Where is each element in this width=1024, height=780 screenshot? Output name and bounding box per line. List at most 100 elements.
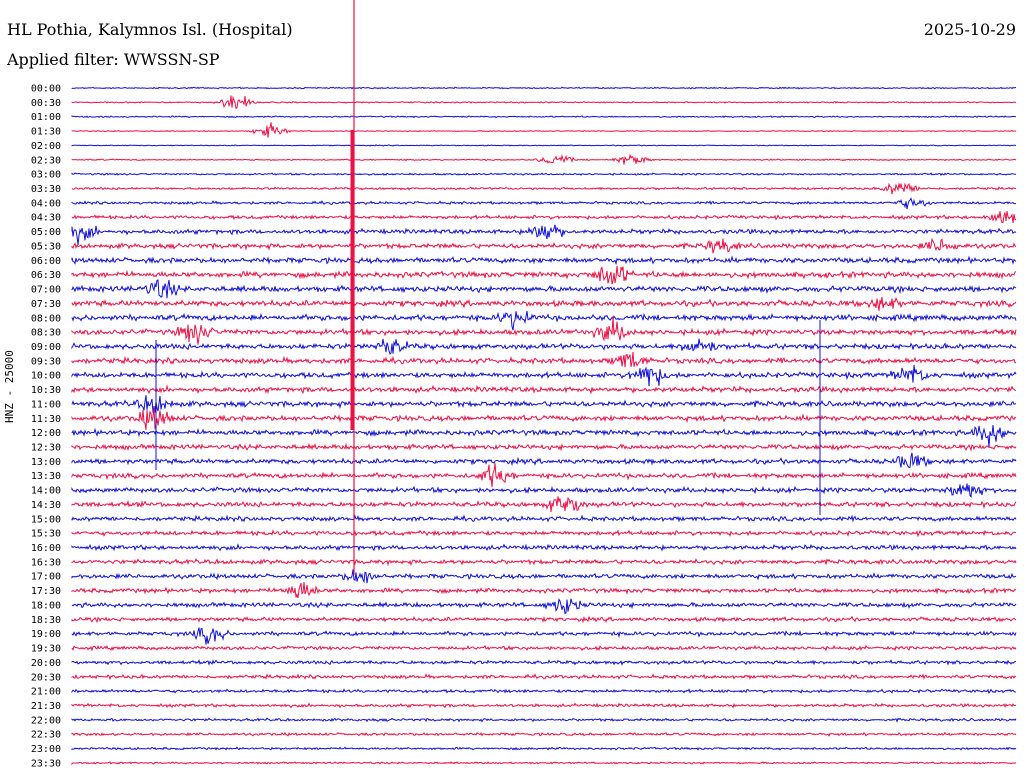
row-time-label: 05:30 — [31, 241, 61, 252]
row-time-label: 14:00 — [31, 486, 61, 497]
trace-line — [71, 717, 1017, 723]
trace-line — [71, 627, 1017, 645]
row-time-label: 13:30 — [31, 471, 61, 482]
trace-line — [71, 761, 1017, 766]
trace-line — [71, 425, 1017, 448]
trace-line — [71, 224, 1017, 245]
trace-line — [71, 86, 1017, 90]
trace-line — [71, 255, 1017, 266]
trace-line — [71, 407, 1017, 430]
trace-line — [71, 463, 1017, 488]
event-spikes — [155, 0, 821, 575]
row-time-label: 20:30 — [31, 672, 61, 683]
trace-line — [71, 529, 1017, 538]
row-time-label: 18:30 — [31, 615, 61, 626]
row-time-label: 06:00 — [31, 256, 61, 267]
trace-line — [71, 144, 1017, 147]
row-time-label: 02:30 — [31, 155, 61, 166]
trace-line — [71, 364, 1017, 387]
row-time-label: 03:00 — [31, 170, 61, 181]
traces — [71, 86, 1017, 766]
trace-line — [71, 731, 1017, 737]
trace-line — [71, 543, 1017, 552]
row-time-label: 11:30 — [31, 414, 61, 425]
trace-line — [71, 265, 1017, 285]
row-time-label: 13:00 — [31, 457, 61, 468]
trace-line — [71, 122, 1017, 138]
row-time-label: 05:00 — [31, 227, 61, 238]
trace-line — [71, 95, 1017, 109]
trace-line — [71, 279, 1017, 299]
trace-line — [71, 115, 1017, 119]
trace-line — [71, 569, 1017, 584]
trace-line — [71, 746, 1017, 751]
trace-line — [71, 211, 1017, 224]
trace-line — [71, 615, 1017, 624]
row-time-label: 23:00 — [31, 744, 61, 755]
row-time-label: 04:30 — [31, 213, 61, 224]
row-time-label: 15:30 — [31, 529, 61, 540]
date-label: 2025-10-29 — [923, 20, 1016, 39]
row-time-label: 09:30 — [31, 356, 61, 367]
row-time-label: 03:30 — [31, 184, 61, 195]
trace-line — [71, 514, 1017, 523]
row-time-label: 17:30 — [31, 586, 61, 597]
row-time-label: 14:30 — [31, 500, 61, 511]
row-time-label: 15:00 — [31, 514, 61, 525]
row-time-label: 12:30 — [31, 443, 61, 454]
row-time-label: 04:00 — [31, 198, 61, 209]
trace-line — [71, 442, 1017, 452]
trace-line — [71, 557, 1017, 567]
row-time-label: 16:30 — [31, 557, 61, 568]
station-title: HL Pothia, Kalymnos Isl. (Hospital) — [7, 20, 293, 39]
row-time-label: 08:30 — [31, 328, 61, 339]
row-time-label: 22:00 — [31, 715, 61, 726]
trace-line — [71, 658, 1017, 666]
row-time-label: 02:00 — [31, 141, 61, 152]
trace-line — [71, 296, 1017, 311]
trace-line — [71, 182, 1017, 195]
trace-line — [71, 452, 1017, 469]
row-time-label: 07:30 — [31, 299, 61, 310]
row-time-label: 21:00 — [31, 687, 61, 698]
row-time-label: 10:30 — [31, 385, 61, 396]
row-time-label: 12:00 — [31, 428, 61, 439]
trace-line — [71, 153, 1017, 165]
trace-line — [71, 496, 1017, 513]
trace-line — [71, 597, 1017, 615]
trace-line — [71, 316, 1017, 345]
row-time-label: 18:00 — [31, 600, 61, 611]
row-labels: 00:00 00:30 01:00 01:30 02:00 02:30 03:00 03:30… — [31, 84, 61, 770]
row-time-label: 11:00 — [31, 399, 61, 410]
trace-line — [71, 237, 1017, 254]
trace-line — [71, 384, 1017, 395]
trace-line — [71, 395, 1017, 413]
row-time-label: 01:30 — [31, 127, 61, 138]
trace-line — [71, 644, 1017, 652]
row-time-label: 08:00 — [31, 313, 61, 324]
row-time-label: 17:00 — [31, 572, 61, 583]
row-time-label: 07:00 — [31, 285, 61, 296]
row-time-label: 22:30 — [31, 730, 61, 741]
trace-line — [71, 197, 1016, 210]
row-time-label: 10:00 — [31, 371, 61, 382]
trace-line — [71, 688, 1017, 695]
row-time-label: 19:30 — [31, 644, 61, 655]
row-time-label: 00:30 — [31, 98, 61, 109]
row-time-label: 20:00 — [31, 658, 61, 669]
row-time-label: 19:00 — [31, 629, 61, 640]
trace-line — [71, 172, 1016, 176]
trace-line — [71, 702, 1016, 709]
trace-line — [71, 483, 1017, 498]
trace-line — [71, 673, 1017, 681]
row-time-label: 00:00 — [31, 84, 61, 95]
row-time-label: 01:00 — [31, 112, 61, 123]
trace-line — [71, 351, 1017, 368]
row-time-label: 23:30 — [31, 758, 61, 769]
trace-line — [71, 582, 1017, 599]
row-time-label: 21:30 — [31, 701, 61, 712]
row-time-label: 06:30 — [31, 270, 61, 281]
row-time-label: 09:00 — [31, 342, 61, 353]
trace-line — [71, 310, 1017, 331]
